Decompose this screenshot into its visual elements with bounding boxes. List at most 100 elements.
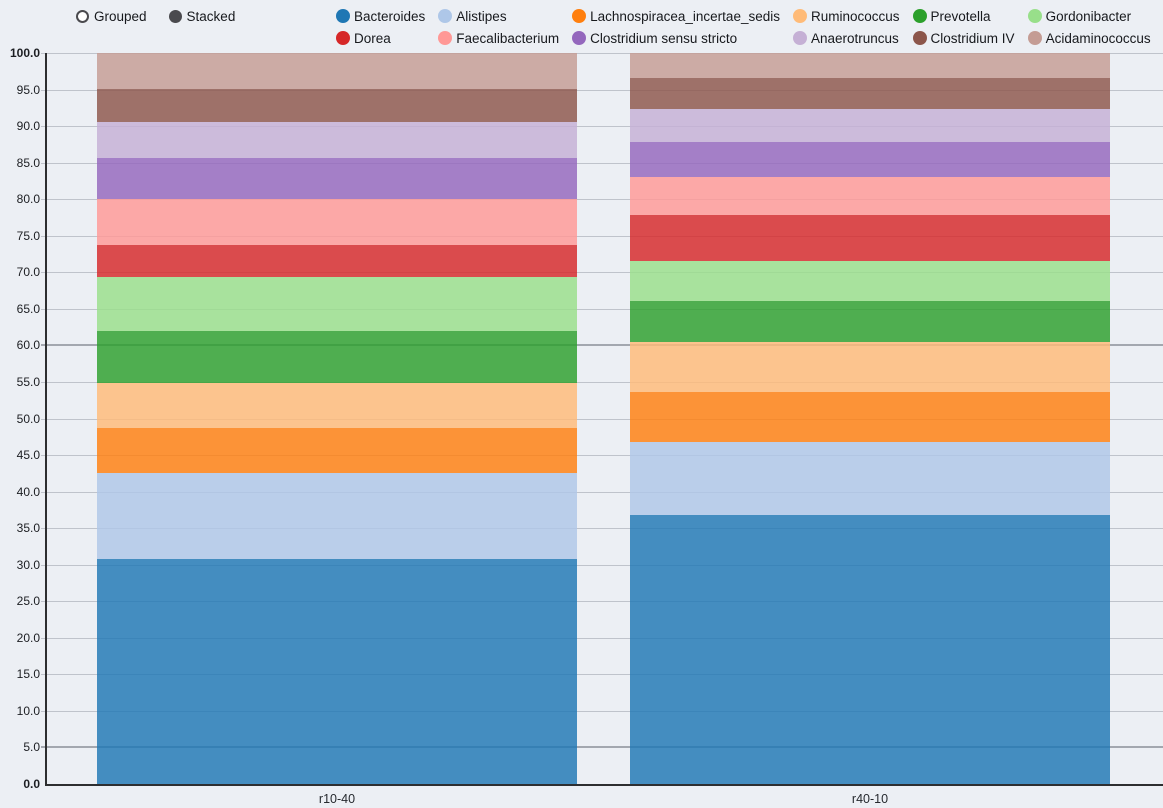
gridline — [41, 418, 1163, 420]
legend-item-ruminococcus[interactable]: Ruminococcus — [792, 5, 900, 27]
bar-segment-clostridium-sensu-stricto[interactable] — [630, 141, 1110, 178]
y-tick-label: 30.0 — [16, 557, 40, 572]
y-tick-label: 100.0 — [9, 46, 40, 60]
legend-item-label: Clostridium sensu stricto — [590, 30, 738, 46]
gridline — [41, 455, 1163, 457]
y-tick-label: 70.0 — [16, 265, 40, 280]
y-tick-label: 85.0 — [16, 155, 40, 170]
bar-segment-ruminococcus[interactable] — [97, 382, 577, 429]
bar-segment-clostridium-sensu-stricto[interactable] — [97, 157, 577, 200]
legend-item-label: Prevotella — [930, 8, 991, 24]
bar-segment-gordonibacter[interactable] — [630, 261, 1110, 301]
legend-item-label: Alistipes — [456, 8, 507, 24]
legend-item-label: Bacteroides — [354, 8, 426, 24]
legend-item-clostridium-sensu-stricto[interactable]: Clostridium sensu stricto — [572, 27, 780, 49]
gridline — [41, 344, 1163, 347]
legend-item-acidaminococcus[interactable]: Acidaminococcus — [1027, 27, 1151, 49]
gridline — [41, 272, 1163, 274]
legend-swatch-icon — [336, 31, 350, 45]
legend-item-label: Gordonibacter — [1045, 8, 1132, 24]
bar-segment-clostridium-iv[interactable] — [630, 77, 1110, 109]
legend-item-bacteroides[interactable]: Bacteroides — [336, 5, 425, 27]
y-tick-label: 60.0 — [16, 338, 40, 353]
bar-r40-10 — [630, 53, 1110, 784]
bar-segment-lachnospiracea_incertae_sedis[interactable] — [97, 428, 577, 473]
y-tick-label: 15.0 — [16, 667, 40, 682]
y-tick-label: 45.0 — [16, 448, 40, 463]
gridline — [41, 381, 1163, 383]
bar-segment-alistipes[interactable] — [630, 441, 1110, 515]
radio-unselected-icon[interactable] — [76, 9, 89, 23]
y-tick-label: 5.0 — [23, 740, 40, 755]
legend-item-label: Ruminococcus — [810, 8, 900, 24]
chart-mode-toggle: Grouped Stacked — [76, 5, 235, 27]
bar-segment-clostridium-iv[interactable] — [97, 88, 577, 122]
bar-segment-gordonibacter[interactable] — [97, 276, 577, 331]
gridline — [41, 126, 1163, 128]
mode-grouped[interactable]: Grouped — [76, 9, 147, 24]
legend-item-lachnospiracea_incertae_sedis[interactable]: Lachnospiracea_incertae_sedis — [572, 5, 780, 27]
bar-segment-ruminococcus[interactable] — [630, 341, 1110, 393]
gridline — [41, 89, 1163, 91]
y-tick-label: 80.0 — [16, 192, 40, 207]
x-tick-label: r10-40 — [318, 792, 356, 806]
y-tick-label: 25.0 — [16, 594, 40, 609]
bar-segment-prevotella[interactable] — [630, 300, 1110, 342]
legend-item-label: Clostridium IV — [930, 30, 1015, 46]
bar-segment-bacteroides[interactable] — [97, 558, 577, 784]
legend-swatch-icon — [438, 9, 453, 23]
y-tick-label: 50.0 — [16, 411, 40, 426]
legend: Bacteroides Alistipes Lachnospiracea_incer… — [336, 5, 1151, 49]
y-tick-label: 55.0 — [16, 374, 40, 389]
legend-swatch-icon — [438, 31, 453, 45]
mode-stacked[interactable]: Stacked — [168, 8, 236, 24]
bar-segment-dorea[interactable] — [630, 214, 1110, 262]
y-tick-label: 0.0 — [23, 777, 40, 791]
legend-swatch-icon — [336, 9, 350, 23]
radio-selected-icon[interactable] — [168, 9, 182, 23]
bar-segment-dorea[interactable] — [97, 245, 577, 277]
legend-item-faecalibacterium[interactable]: Faecalibacterium — [438, 27, 559, 49]
gridline — [41, 528, 1163, 530]
gridline — [41, 710, 1163, 712]
bar-segment-faecalibacterium[interactable] — [97, 199, 577, 246]
legend-item-prevotella[interactable]: Prevotella — [912, 5, 1015, 27]
y-tick-label: 20.0 — [16, 630, 40, 645]
y-tick-label: 95.0 — [16, 82, 40, 97]
bar-segment-anaerotruncus[interactable] — [97, 121, 577, 158]
legend-swatch-icon — [572, 31, 587, 45]
legend-swatch-icon — [912, 9, 927, 23]
y-tick-label: 90.0 — [16, 119, 40, 134]
x-tick-label: r40-10 — [851, 792, 889, 806]
mode-stacked-label: Stacked — [186, 8, 236, 24]
legend-swatch-icon — [1027, 9, 1042, 23]
legend-swatch-icon — [1027, 31, 1042, 45]
gridline — [41, 53, 1163, 54]
legend-item-gordonibacter[interactable]: Gordonibacter — [1027, 5, 1151, 27]
legend-item-anaerotruncus[interactable]: Anaerotruncus — [792, 27, 900, 49]
legend-swatch-icon — [792, 31, 807, 45]
legend-item-label: Dorea — [354, 30, 391, 46]
bar-r10-40 — [97, 53, 577, 784]
y-tick-label: 10.0 — [16, 703, 40, 718]
legend-item-dorea[interactable]: Dorea — [336, 27, 425, 49]
bar-segment-faecalibacterium[interactable] — [630, 177, 1110, 215]
legend-item-label: Anaerotruncus — [810, 30, 899, 46]
bar-segment-acidaminococcus[interactable] — [97, 53, 577, 89]
bar-segment-anaerotruncus[interactable] — [630, 108, 1110, 142]
y-tick-label: 35.0 — [16, 521, 40, 536]
y-tick-label: 65.0 — [16, 301, 40, 316]
legend-item-clostridium-iv[interactable]: Clostridium IV — [912, 27, 1015, 49]
bar-segment-alistipes[interactable] — [97, 472, 577, 559]
gridline — [41, 235, 1163, 237]
gridline — [41, 564, 1163, 566]
bar-segment-acidaminococcus[interactable] — [630, 53, 1110, 78]
legend-item-alistipes[interactable]: Alistipes — [438, 5, 559, 27]
mode-grouped-label: Grouped — [94, 8, 147, 24]
bar-segment-prevotella[interactable] — [97, 330, 577, 383]
bar-segment-lachnospiracea_incertae_sedis[interactable] — [630, 392, 1110, 442]
bar-segment-bacteroides[interactable] — [630, 515, 1110, 784]
legend-swatch-icon — [792, 9, 807, 23]
